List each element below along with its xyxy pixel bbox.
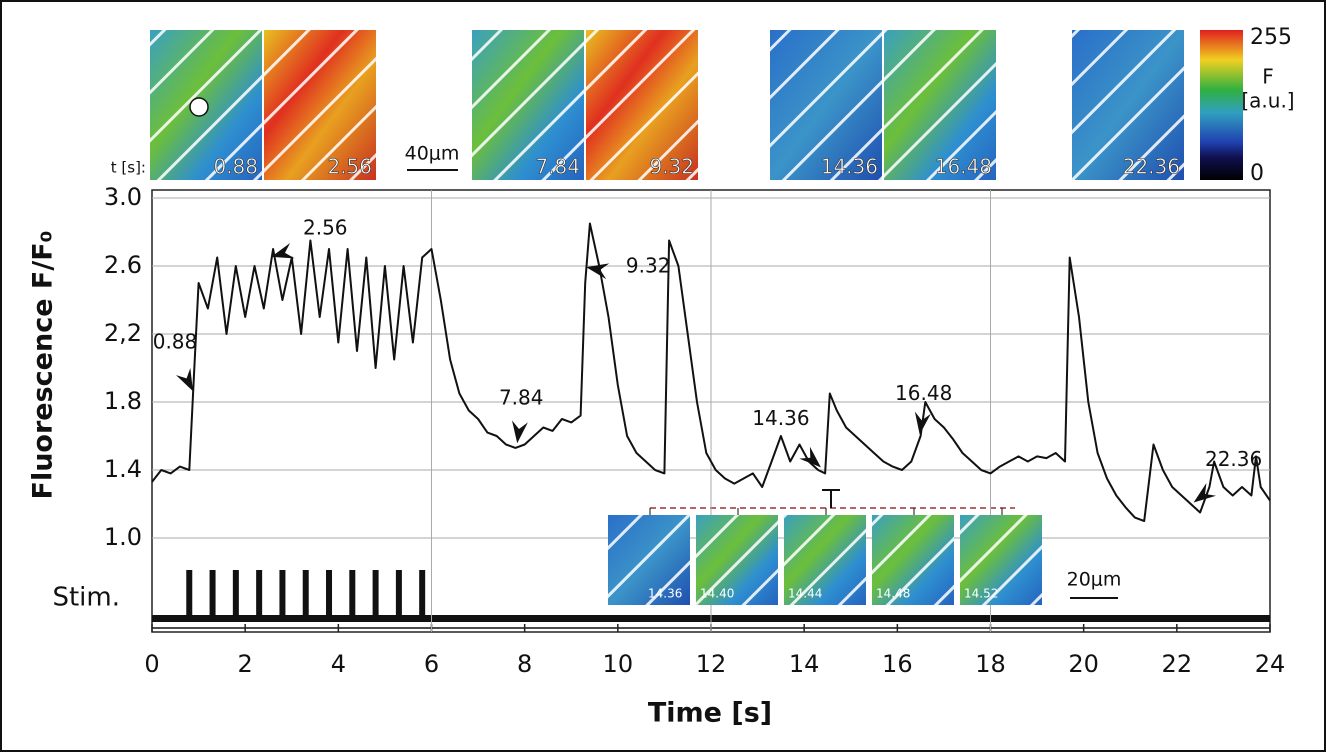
stim-bar bbox=[395, 570, 402, 618]
x-tick-label: 2 bbox=[238, 650, 253, 678]
x-tick-label: 10 bbox=[603, 650, 634, 678]
top-image: 14.36 bbox=[770, 30, 882, 180]
image-stripes bbox=[264, 30, 376, 180]
image-stripes bbox=[586, 30, 698, 180]
annotation: 22.36 bbox=[1205, 447, 1262, 471]
annotation-arrow bbox=[512, 420, 528, 444]
image-time: 14.52 bbox=[964, 587, 998, 601]
stim-bar bbox=[372, 570, 379, 618]
annotation-arrow bbox=[799, 446, 821, 468]
annotation: 14.36 bbox=[752, 406, 809, 430]
x-tick-label: 6 bbox=[424, 650, 439, 678]
y-tick-label: 1.8 bbox=[104, 387, 142, 415]
image-time: 14.36 bbox=[648, 587, 682, 601]
stim-bar bbox=[279, 570, 286, 618]
annotation: 7.84 bbox=[499, 386, 544, 410]
inset-image: 14.40 bbox=[696, 508, 778, 605]
stim-bar bbox=[256, 570, 263, 618]
top-image: 9.32 bbox=[586, 30, 698, 180]
image-time: 0.88 bbox=[213, 155, 258, 179]
x-tick-label: 12 bbox=[696, 650, 727, 678]
roi-marker bbox=[189, 97, 209, 117]
image-stripes bbox=[784, 515, 866, 605]
trace bbox=[151, 222, 1271, 522]
image-stripes bbox=[960, 515, 1042, 605]
annotation: 0.88 bbox=[153, 330, 198, 354]
image-stripes bbox=[1072, 30, 1184, 180]
colorbar-label: F bbox=[1262, 65, 1274, 89]
top-scale-label: 40μm bbox=[405, 143, 460, 165]
x-tick-label: 18 bbox=[975, 650, 1006, 678]
colorbar-min: 0 bbox=[1250, 161, 1264, 186]
annotation: 2.56 bbox=[303, 215, 348, 239]
inset-scale-label: 20μm bbox=[1067, 569, 1122, 591]
image-time: 14.40 bbox=[700, 587, 734, 601]
stim-bar bbox=[326, 570, 333, 618]
y-tick-label: 3.0 bbox=[104, 183, 142, 211]
x-tick-label: 8 bbox=[517, 650, 532, 678]
inset-image: 14.36 bbox=[608, 508, 690, 605]
x-axis-label: Time [s] bbox=[648, 698, 772, 729]
colorbar-unit: [a.u.] bbox=[1241, 89, 1294, 113]
annotation-arrow bbox=[914, 411, 931, 435]
x-tick-label: 16 bbox=[882, 650, 913, 678]
y-tick-label: 1.4 bbox=[104, 455, 142, 483]
stim-bar bbox=[419, 570, 426, 618]
image-stripes bbox=[608, 515, 690, 605]
colorbar-max: 255 bbox=[1250, 25, 1292, 50]
image-stripes bbox=[872, 515, 954, 605]
colorbar bbox=[1200, 30, 1243, 180]
top-image: 2.56 bbox=[264, 30, 376, 180]
annotation-arrow bbox=[271, 242, 295, 259]
y-tick-label: 2.6 bbox=[104, 251, 142, 279]
inset-marker bbox=[822, 489, 840, 508]
image-time: 9.32 bbox=[649, 155, 694, 179]
x-tick-label: 20 bbox=[1068, 650, 1099, 678]
stim-bar bbox=[209, 570, 216, 618]
annotation-arrow bbox=[586, 263, 610, 280]
stim-bar bbox=[349, 570, 356, 618]
top-image: 22.36 bbox=[1072, 30, 1184, 180]
image-time: 14.44 bbox=[788, 587, 822, 601]
top-image: 16.48 bbox=[884, 30, 996, 180]
image-time: 14.48 bbox=[876, 587, 910, 601]
y-tick-label: 2,2 bbox=[104, 319, 142, 347]
annotation: 9.32 bbox=[626, 254, 671, 278]
image-stripes bbox=[884, 30, 996, 180]
annotation-arrow bbox=[1193, 482, 1217, 503]
annotation: 16.48 bbox=[895, 381, 952, 405]
x-tick-label: 0 bbox=[144, 650, 159, 678]
inset-image: 14.44 bbox=[784, 508, 866, 605]
image-time: 22.36 bbox=[1123, 155, 1180, 179]
x-tick-label: 24 bbox=[1255, 650, 1286, 678]
x-tick-label: 22 bbox=[1162, 650, 1193, 678]
stim-label: Stim. bbox=[52, 583, 120, 613]
y-tick-label: 1.0 bbox=[104, 523, 142, 551]
y-axis-label: Fluorescence F/F₀ bbox=[28, 231, 59, 500]
stim-bar bbox=[232, 570, 239, 618]
image-time: 2.56 bbox=[327, 155, 372, 179]
annotation-arrow bbox=[175, 367, 193, 392]
image-time: 14.36 bbox=[821, 155, 878, 179]
image-stripes bbox=[770, 30, 882, 180]
stim-bar bbox=[302, 570, 309, 618]
top-time-label: t [s]: bbox=[111, 159, 146, 177]
stim-bar bbox=[186, 570, 193, 618]
inset-image: 14.52 bbox=[960, 508, 1042, 605]
image-time: 16.48 bbox=[935, 155, 992, 179]
inset-image: 14.48 bbox=[872, 508, 954, 605]
image-stripes bbox=[696, 515, 778, 605]
image-time: 7.84 bbox=[535, 155, 580, 179]
x-tick-label: 4 bbox=[331, 650, 346, 678]
x-tick-label: 14 bbox=[789, 650, 820, 678]
image-stripes bbox=[472, 30, 584, 180]
top-image: 7.84 bbox=[472, 30, 584, 180]
